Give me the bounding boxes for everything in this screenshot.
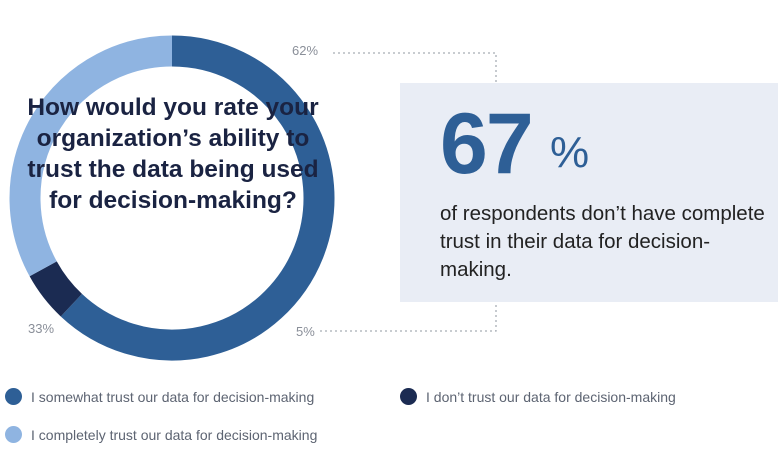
slice-label-completely-trust: 33% <box>28 321 55 336</box>
slice-label-dont-trust: 5% <box>296 324 315 339</box>
legend-item-somewhat-trust: I somewhat trust our data for decision-m… <box>5 388 314 405</box>
callout-value: 67 <box>440 96 534 192</box>
legend-item-dont-trust: I don’t trust our data for decision-maki… <box>400 388 676 405</box>
chart-question-title: How would you rate your organization’s a… <box>27 94 319 214</box>
callout-unit: % <box>550 128 590 177</box>
legend-swatch-somewhat-trust <box>5 388 22 405</box>
legend-item-completely-trust: I completely trust our data for decision… <box>5 426 317 443</box>
legend-swatch-dont-trust <box>400 388 417 405</box>
legend-label-dont-trust: I don’t trust our data for decision-maki… <box>426 388 676 405</box>
callout-box: 67 % of respondents don’t have complete … <box>400 83 778 302</box>
legend-swatch-completely-trust <box>5 426 22 443</box>
connector-line-top <box>333 52 497 83</box>
slice-label-somewhat-trust: 62% <box>292 43 319 58</box>
callout-text: of respondents don’t have complete trust… <box>440 202 765 281</box>
donut-slice-somewhat-trust <box>60 35 335 361</box>
donut-slice-dont-trust <box>29 260 83 317</box>
donut-slice-completely-trust <box>9 35 173 277</box>
legend-label-completely-trust: I completely trust our data for decision… <box>31 426 318 443</box>
connector-line-bottom <box>320 302 497 332</box>
legend-label-somewhat-trust: I somewhat trust our data for decision-m… <box>31 388 315 405</box>
